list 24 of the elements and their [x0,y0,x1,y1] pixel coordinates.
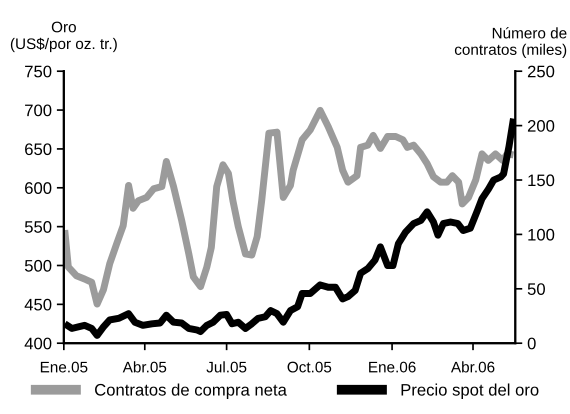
y2-tick-label: 150 [528,174,554,186]
y-tick-label: 550 [24,221,52,233]
y-axis-title: Oro (US$/por oz. tr.) [10,22,117,52]
x-tick-label: Ene.06 [369,362,416,372]
y-tick-label: 750 [25,66,52,78]
y2-tick-label: 250 [528,66,554,78]
y-tick-label: 650 [25,143,52,156]
y2-tick-label: 200 [528,120,554,132]
legend-label: Precio spot del oro [402,383,538,399]
legend-label: Contratos de compra neta [95,383,287,399]
y2-tick-label: 100 [528,228,554,241]
y-tick-label: 450 [24,298,52,311]
y-tick-label: 400 [24,338,52,350]
y2-tick-label: 0 [528,338,536,350]
y-tick-label: 500 [24,260,52,272]
x-tick-label: Abr.05 [122,361,166,372]
x-tick-label: Jul.05 [206,361,246,372]
y-tick-label: 700 [25,104,52,116]
y2-tick-label: 50 [528,283,545,296]
y-tick-label: 600 [25,182,52,194]
x-tick-label: Ene.05 [40,362,88,372]
x-tick-label: Abr.06 [450,361,494,372]
y2-axis-title: Número de contratos (miles) [454,27,566,58]
x-tick-label: Oct.05 [288,362,332,372]
